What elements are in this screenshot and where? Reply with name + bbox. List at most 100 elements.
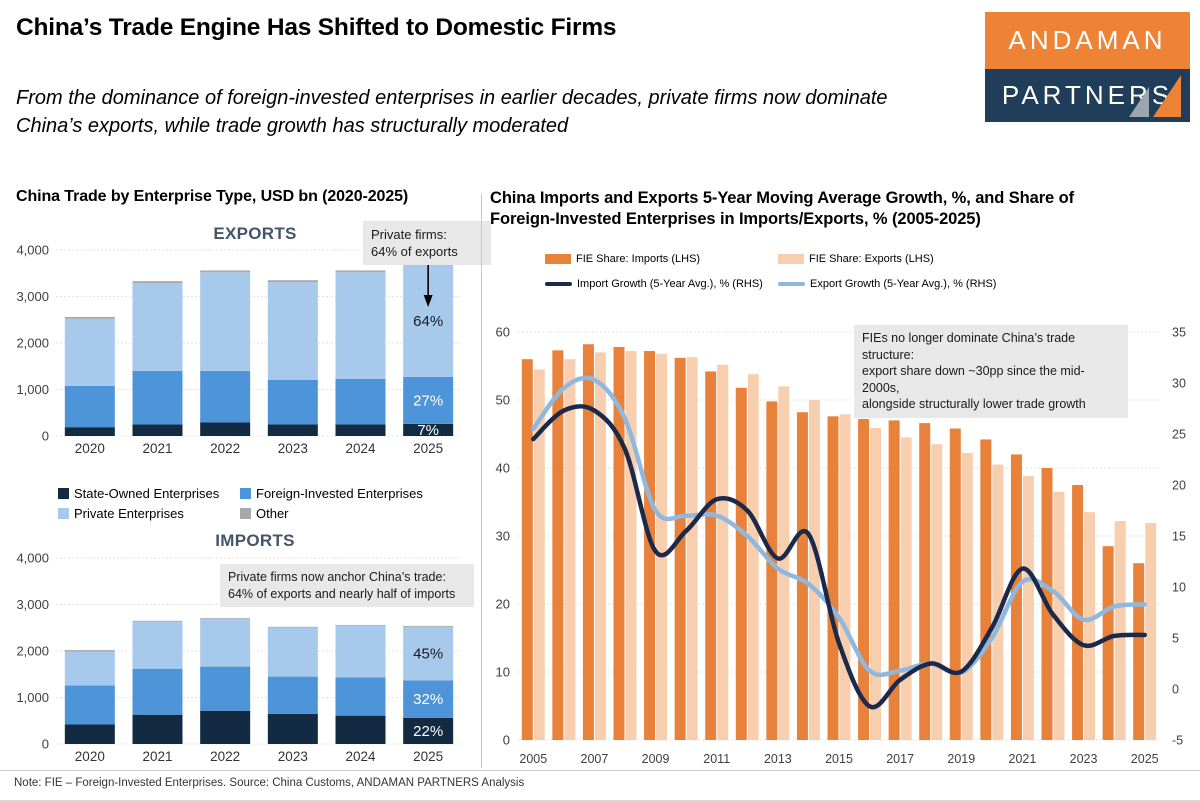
left-chart-title: China Trade by Enterprise Type, USD bn (… — [16, 188, 409, 205]
svg-text:3,000: 3,000 — [16, 289, 49, 304]
legend-item-import-growth: Import Growth (5-Year Avg.), % (RHS) — [545, 278, 778, 290]
svg-text:2,000: 2,000 — [16, 336, 49, 351]
svg-text:2011: 2011 — [703, 752, 730, 766]
svg-text:0: 0 — [503, 733, 510, 748]
svg-text:2005: 2005 — [519, 752, 547, 766]
logo-navy-block: PARTNERS — [985, 69, 1190, 122]
svg-text:2022: 2022 — [210, 749, 240, 764]
logo-line1: ANDAMAN — [1008, 25, 1167, 55]
svg-text:7%: 7% — [417, 422, 439, 439]
svg-text:40: 40 — [496, 461, 510, 476]
svg-text:2023: 2023 — [1070, 752, 1098, 766]
fie-share-exports-swatch — [778, 254, 804, 264]
svg-text:0: 0 — [42, 737, 49, 752]
exports-annotation: Private firms: 64% of exports — [363, 221, 491, 266]
svg-text:15: 15 — [1172, 530, 1186, 544]
svg-text:1,000: 1,000 — [16, 382, 49, 397]
svg-text:32%: 32% — [413, 691, 443, 708]
svg-text:2025: 2025 — [413, 749, 443, 764]
svg-text:2021: 2021 — [142, 749, 172, 764]
svg-text:2021: 2021 — [1009, 752, 1037, 766]
svg-text:3,000: 3,000 — [16, 597, 49, 612]
svg-text:10: 10 — [496, 665, 510, 680]
legend-item-soe: State-Owned Enterprises — [58, 486, 240, 501]
page-title: China’s Trade Engine Has Shifted to Dome… — [16, 14, 617, 41]
legend-label: Import Growth (5-Year Avg.), % (RHS) — [577, 278, 763, 290]
svg-text:22%: 22% — [413, 723, 443, 740]
svg-text:10: 10 — [1172, 581, 1186, 595]
legend-label: Foreign-Invested Enterprises — [256, 486, 423, 501]
imports-stacked-bar-chart: 0 1,000 2,000 3,000 4,000 2020 2021 2022 2023 202… — [16, 551, 462, 764]
svg-text:4,000: 4,000 — [16, 244, 49, 258]
legend-item-other: Other — [240, 506, 423, 521]
legend-item-fie-share-imports: FIE Share: Imports (LHS) — [545, 253, 778, 265]
legend-label: Other — [256, 506, 289, 521]
legend-item-private: Private Enterprises — [58, 506, 240, 521]
export-growth-swatch — [778, 281, 805, 287]
svg-text:45%: 45% — [413, 646, 443, 663]
svg-text:2020: 2020 — [75, 441, 105, 456]
svg-text:25: 25 — [1172, 428, 1186, 442]
fie-share-bars — [521, 344, 1157, 740]
source-note: Note: FIE – Foreign-Invested Enterprises… — [14, 777, 525, 789]
svg-text:2023: 2023 — [278, 749, 308, 764]
svg-text:0: 0 — [1172, 683, 1179, 697]
legend-item-fie: Foreign-Invested Enterprises — [240, 486, 423, 501]
imports-section-label: IMPORTS — [215, 531, 295, 550]
sail-orange-triangle — [1153, 75, 1181, 117]
export-growth-line — [531, 375, 1147, 678]
exports-plot: 0 1,000 2,000 3,000 4,000 2020 2021 2022 2023 202… — [16, 243, 462, 456]
svg-text:4,000: 4,000 — [16, 552, 49, 566]
imports-plot: 0 1,000 2,000 3,000 4,000 2020 2021 2022 2023 202… — [16, 551, 462, 764]
footer: Note: FIE – Foreign-Invested Enterprises… — [0, 770, 1200, 789]
svg-text:2024: 2024 — [345, 749, 376, 764]
svg-text:30: 30 — [496, 529, 510, 544]
svg-text:60: 60 — [496, 325, 510, 340]
svg-text:20: 20 — [1172, 479, 1186, 493]
enterprise-type-legend: State-Owned Enterprises Foreign-Invested… — [58, 486, 423, 521]
legend-label: FIE Share: Imports (LHS) — [576, 253, 701, 265]
legend-item-export-growth: Export Growth (5-Year Avg.), % (RHS) — [778, 278, 996, 290]
combo-chart-area: 0 10 20 30 40 50 60 -5 0 5 10 15 20 25 30 35 2005 2007 200… — [488, 318, 1200, 778]
svg-text:1,000: 1,000 — [16, 690, 49, 705]
legend-label: FIE Share: Exports (LHS) — [809, 253, 934, 265]
svg-text:2007: 2007 — [581, 752, 609, 766]
soe-swatch — [58, 488, 69, 499]
other-swatch — [240, 508, 251, 519]
logo-orange-block: ANDAMAN — [985, 12, 1190, 69]
svg-text:2009: 2009 — [642, 752, 670, 766]
import-growth-line — [531, 404, 1147, 710]
svg-text:2025: 2025 — [413, 441, 443, 456]
exports-chart-area: 0 1,000 2,000 3,000 4,000 2020 2021 2022 2023 202… — [10, 221, 491, 466]
page-subtitle: From the dominance of foreign-invested e… — [16, 87, 888, 138]
svg-text:2022: 2022 — [210, 441, 240, 456]
svg-text:5: 5 — [1172, 632, 1179, 646]
svg-text:35: 35 — [1172, 326, 1186, 340]
svg-text:30: 30 — [1172, 377, 1186, 391]
svg-text:27%: 27% — [413, 392, 443, 409]
svg-text:2021: 2021 — [142, 441, 172, 456]
svg-text:64%: 64% — [413, 313, 443, 330]
fie-share-imports-swatch — [545, 254, 571, 264]
svg-text:2020: 2020 — [75, 749, 105, 764]
exports-stacked-bar-chart: 0 1,000 2,000 3,000 4,000 2020 2021 2022 2023 202… — [16, 243, 462, 456]
svg-text:2015: 2015 — [825, 752, 853, 766]
svg-text:0: 0 — [42, 429, 49, 444]
imports-annotation: Private firms now anchor China’s trade: … — [220, 564, 474, 607]
private-swatch — [58, 508, 69, 519]
svg-text:2024: 2024 — [345, 441, 376, 456]
andaman-partners-logo: ANDAMAN PARTNERS — [985, 12, 1190, 122]
svg-text:2023: 2023 — [278, 441, 308, 456]
combo-chart-legend: FIE Share: Imports (LHS) FIE Share: Expo… — [545, 253, 996, 290]
legend-label: Export Growth (5-Year Avg.), % (RHS) — [810, 278, 997, 290]
legend-label: State-Owned Enterprises — [74, 486, 220, 501]
right-chart-title: China Imports and Exports 5-Year Moving … — [490, 189, 1074, 229]
sail-gray-triangle — [1129, 87, 1149, 117]
svg-text:20: 20 — [496, 597, 510, 612]
sailboat-icon — [1129, 75, 1181, 117]
svg-text:2019: 2019 — [947, 752, 975, 766]
panel-divider — [481, 194, 482, 768]
